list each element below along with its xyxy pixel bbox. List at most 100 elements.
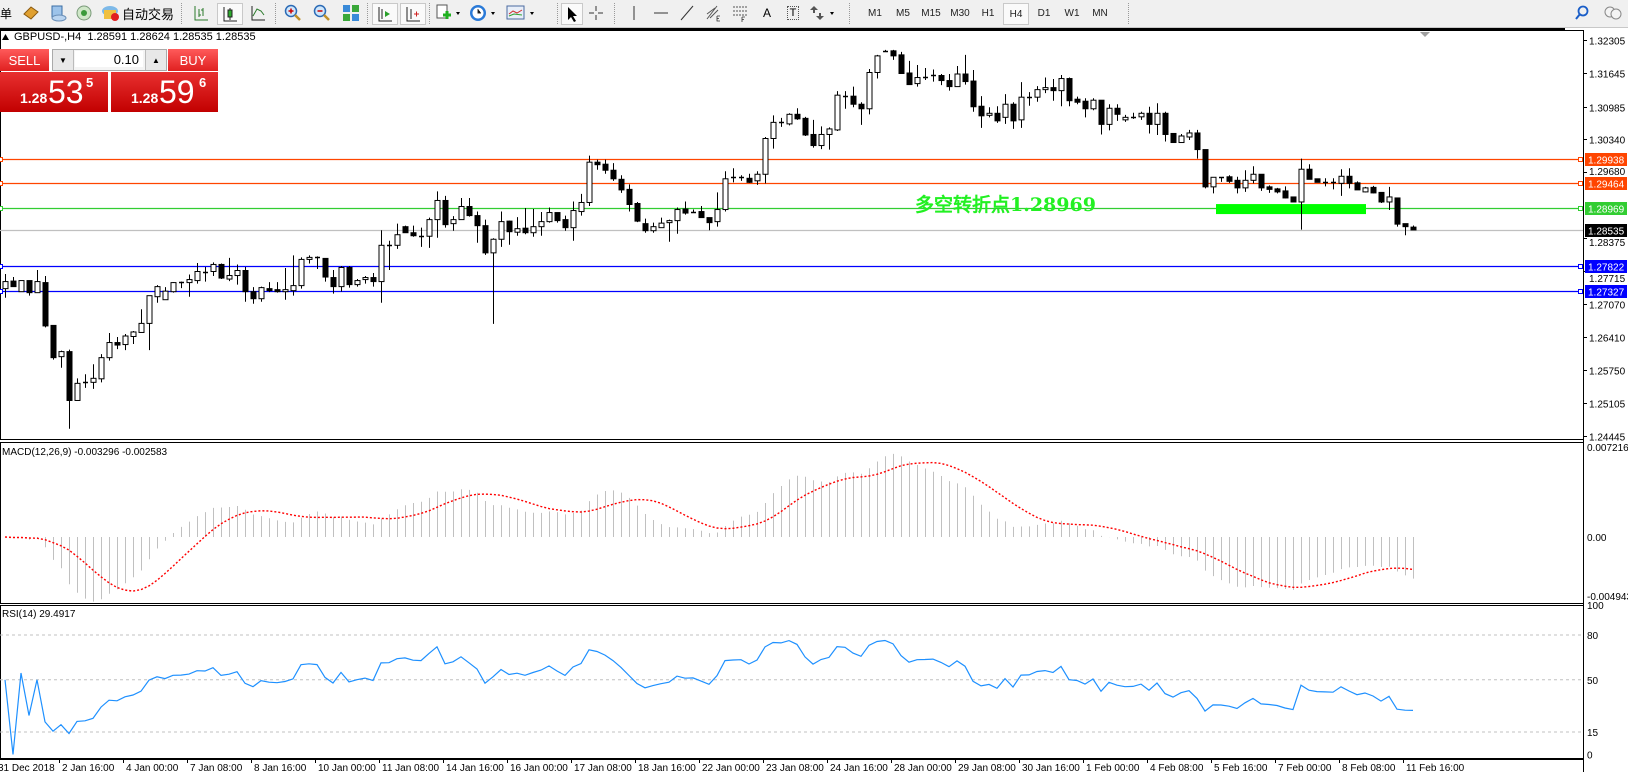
candle-bearish bbox=[1354, 182, 1361, 191]
timeframe-d1[interactable]: D1 bbox=[1037, 8, 1051, 19]
timeframe-m1[interactable]: M1 bbox=[868, 8, 882, 19]
lot-size-input[interactable] bbox=[75, 51, 143, 67]
level-handle-right[interactable] bbox=[1578, 157, 1583, 162]
chart-shift-icon[interactable] bbox=[400, 3, 426, 25]
level-handle-left[interactable] bbox=[0, 206, 3, 211]
lot-decrease-button[interactable]: ▼ bbox=[53, 50, 74, 70]
trendline-icon[interactable] bbox=[677, 3, 697, 23]
candle-bearish bbox=[1402, 223, 1409, 228]
time-label: 5 Feb 16:00 bbox=[1214, 763, 1268, 772]
sell-price-fraction: 5 bbox=[86, 75, 94, 90]
navigator-icon[interactable] bbox=[47, 3, 69, 23]
time-label: 2 Jan 16:00 bbox=[62, 763, 115, 772]
candle-bearish bbox=[1282, 190, 1289, 199]
sell-price-box[interactable]: 1.28 53 5 bbox=[0, 72, 108, 112]
candle-bearish bbox=[698, 211, 705, 219]
candlestick-icon[interactable] bbox=[217, 3, 243, 25]
level-handle-right[interactable] bbox=[1578, 181, 1583, 186]
candle-bullish bbox=[722, 178, 729, 211]
zoom-out-icon[interactable] bbox=[311, 3, 333, 23]
periods-icon[interactable] bbox=[468, 3, 500, 23]
arrows-icon[interactable] bbox=[808, 3, 840, 23]
rsi-title: RSI(14) 29.4917 bbox=[2, 609, 76, 620]
auto-trading-icon[interactable] bbox=[100, 3, 122, 23]
menu-fragment[interactable]: 单 bbox=[0, 6, 13, 21]
candle-bearish bbox=[610, 169, 617, 180]
fibonacci-icon[interactable] bbox=[703, 3, 723, 23]
signals-icon[interactable] bbox=[73, 3, 95, 23]
time-label: 30 Jan 16:00 bbox=[1022, 763, 1080, 772]
equidistant-channel-icon[interactable] bbox=[730, 3, 750, 23]
bar-chart-icon[interactable] bbox=[190, 3, 212, 23]
candle-bearish bbox=[42, 282, 49, 327]
text-label-icon[interactable]: T bbox=[783, 3, 803, 23]
buy-price-box[interactable]: 1.28 59 6 bbox=[111, 72, 218, 112]
candle-bullish bbox=[306, 256, 313, 260]
timeframe-m30[interactable]: M30 bbox=[950, 8, 970, 19]
candle-bearish bbox=[602, 163, 609, 171]
level-handle-right[interactable] bbox=[1578, 289, 1583, 294]
candle-bullish bbox=[770, 121, 777, 139]
collapse-triangle-icon[interactable] bbox=[2, 34, 9, 40]
templates-icon[interactable] bbox=[505, 3, 539, 23]
community-icon[interactable] bbox=[1602, 3, 1624, 23]
search-icon[interactable] bbox=[1572, 3, 1592, 23]
level-handle-right[interactable] bbox=[1578, 206, 1583, 211]
candle-bullish bbox=[258, 287, 265, 300]
level-handle-left[interactable] bbox=[0, 264, 3, 269]
candle-bullish bbox=[874, 55, 881, 73]
book-icon[interactable] bbox=[20, 3, 42, 23]
time-label: 7 Jan 08:00 bbox=[190, 763, 243, 772]
timeframe-m15[interactable]: M15 bbox=[921, 8, 941, 19]
timeframe-w1[interactable]: W1 bbox=[1064, 8, 1080, 19]
level-price-tag bbox=[1585, 224, 1627, 237]
level-handle-right[interactable] bbox=[1578, 264, 1583, 269]
candle-bullish bbox=[570, 210, 577, 229]
new-chart-icon[interactable] bbox=[434, 3, 464, 23]
candle-bearish bbox=[1074, 98, 1081, 103]
zoom-in-icon[interactable] bbox=[282, 3, 304, 23]
crosshair-icon[interactable] bbox=[586, 3, 606, 23]
toolbar-separator bbox=[429, 3, 431, 24]
timeframe-mn[interactable]: MN bbox=[1092, 8, 1108, 19]
line-chart-icon[interactable] bbox=[247, 3, 269, 23]
candle-bearish bbox=[466, 206, 473, 217]
timeframe-h1[interactable]: H1 bbox=[981, 8, 995, 19]
candle-bullish bbox=[546, 212, 553, 223]
buy-button[interactable]: BUY bbox=[168, 49, 218, 71]
auto-scroll-icon[interactable] bbox=[372, 3, 398, 25]
macd-axis-label: 0.007216 bbox=[1587, 443, 1628, 454]
text-icon[interactable]: A bbox=[762, 6, 771, 20]
candle-bearish bbox=[402, 226, 409, 234]
sell-button[interactable]: SELL bbox=[0, 49, 49, 71]
candle-bullish bbox=[1154, 112, 1161, 125]
timeframe-h4[interactable]: H4 bbox=[1003, 3, 1029, 25]
chart-shift-marker-icon[interactable] bbox=[1420, 32, 1430, 37]
candle-bullish bbox=[298, 258, 305, 287]
price-tick-label: 1.27715 bbox=[1589, 274, 1626, 285]
candle-bullish bbox=[1042, 87, 1049, 91]
lot-increase-button[interactable]: ▲ bbox=[145, 50, 166, 70]
horizontal-line-icon[interactable] bbox=[651, 3, 671, 23]
candle-bullish bbox=[106, 342, 113, 359]
lot-size-stepper[interactable]: ▼ ▲ bbox=[52, 49, 167, 71]
auto-trading-button[interactable]: 自动交易 bbox=[122, 6, 175, 22]
level-handle-left[interactable] bbox=[0, 289, 3, 294]
level-handle-left[interactable] bbox=[0, 157, 3, 162]
cursor-icon[interactable] bbox=[561, 3, 583, 25]
level-handle-left[interactable] bbox=[0, 181, 3, 186]
price-tick-label: 1.28375 bbox=[1589, 238, 1626, 249]
candle-bullish bbox=[138, 322, 145, 333]
candle-bearish bbox=[970, 80, 977, 108]
candle-bullish bbox=[762, 137, 769, 175]
pivot-annotation[interactable]: 多空转折点1.28969 bbox=[915, 194, 1096, 216]
vertical-line-icon[interactable] bbox=[624, 3, 644, 23]
tile-windows-icon[interactable] bbox=[340, 3, 362, 23]
level-price-tag bbox=[1585, 260, 1627, 273]
candle-bearish bbox=[274, 289, 281, 293]
timeframe-m5[interactable]: M5 bbox=[896, 8, 910, 19]
level-price-label: 1.29938 bbox=[1588, 156, 1625, 167]
candle-bearish bbox=[1066, 78, 1073, 102]
candle-bullish bbox=[354, 280, 361, 286]
